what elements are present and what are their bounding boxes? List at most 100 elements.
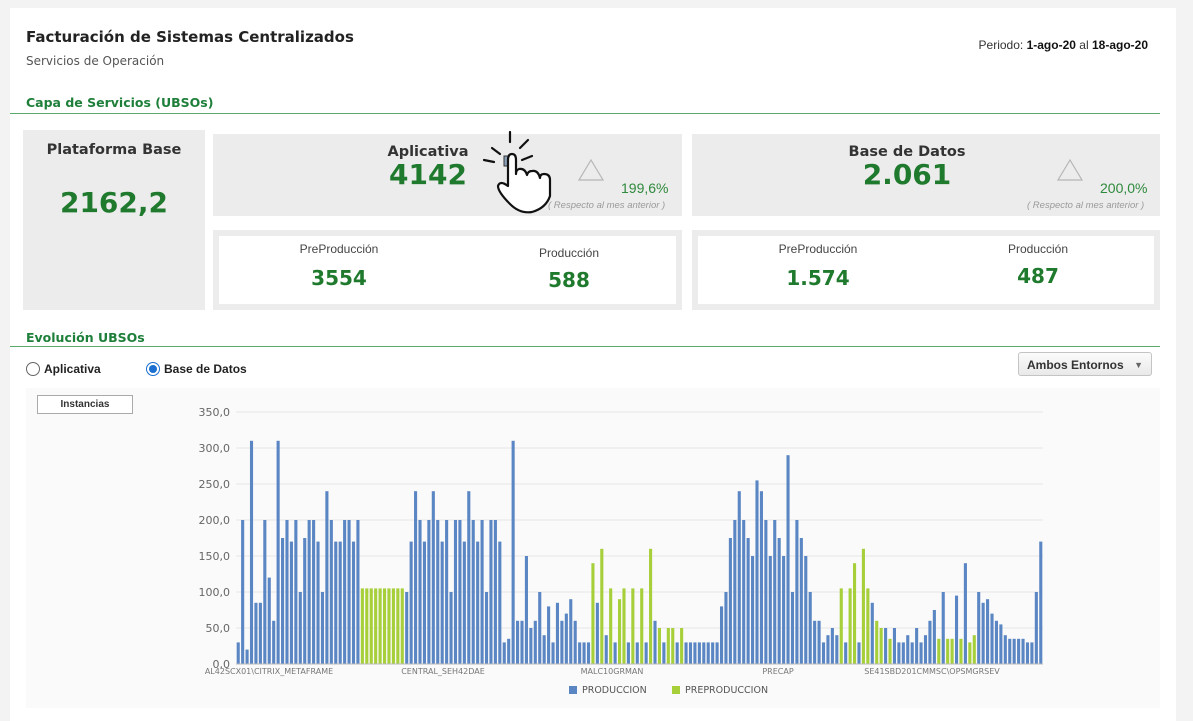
bar-preproduccion[interactable]: [396, 588, 400, 664]
bar-produccion[interactable]: [693, 642, 697, 664]
bar-produccion[interactable]: [1030, 642, 1034, 664]
entornos-dropdown[interactable]: Ambos Entornos ▼: [1018, 352, 1152, 376]
bar-produccion[interactable]: [675, 642, 679, 664]
bar-preproduccion[interactable]: [972, 635, 976, 664]
bar-produccion[interactable]: [870, 602, 874, 664]
bar-produccion[interactable]: [445, 520, 449, 664]
bar-produccion[interactable]: [830, 628, 834, 664]
bar-produccion[interactable]: [799, 538, 803, 664]
bar-produccion[interactable]: [582, 642, 586, 664]
bar-produccion[interactable]: [901, 642, 905, 664]
bar-produccion[interactable]: [347, 520, 351, 664]
bar-preproduccion[interactable]: [968, 642, 972, 664]
bar-produccion[interactable]: [910, 642, 914, 664]
bar-produccion[interactable]: [502, 642, 506, 664]
bar-produccion[interactable]: [999, 624, 1003, 664]
bar-produccion[interactable]: [1025, 642, 1030, 664]
bar-produccion[interactable]: [586, 642, 591, 664]
bar-produccion[interactable]: [524, 556, 528, 664]
bar-produccion[interactable]: [307, 520, 311, 664]
bar-produccion[interactable]: [427, 520, 431, 664]
bar-produccion[interactable]: [294, 520, 298, 664]
radio-circle-selected[interactable]: [146, 361, 160, 376]
bar-produccion[interactable]: [564, 613, 568, 664]
bar-produccion[interactable]: [626, 642, 630, 664]
bar-preproduccion[interactable]: [360, 588, 364, 664]
bar-preproduccion[interactable]: [387, 588, 391, 664]
bar-produccion[interactable]: [719, 606, 724, 664]
bar-produccion[interactable]: [312, 520, 316, 664]
bar-produccion[interactable]: [915, 628, 919, 664]
bar-produccion[interactable]: [489, 520, 493, 664]
bar-produccion[interactable]: [844, 642, 848, 664]
bar-preproduccion[interactable]: [400, 588, 404, 664]
bar-produccion[interactable]: [338, 541, 342, 664]
bar-preproduccion[interactable]: [649, 548, 653, 664]
bar-produccion[interactable]: [560, 620, 564, 664]
bar-produccion[interactable]: [516, 620, 520, 664]
bar-produccion[interactable]: [897, 642, 901, 664]
bar-preproduccion[interactable]: [617, 599, 622, 664]
bar-produccion[interactable]: [808, 592, 812, 664]
bar-produccion[interactable]: [316, 541, 320, 664]
bar-produccion[interactable]: [320, 592, 325, 664]
bar-produccion[interactable]: [804, 556, 808, 664]
radio-circle[interactable]: [26, 361, 40, 376]
bar-produccion[interactable]: [263, 520, 267, 664]
bar-produccion[interactable]: [511, 440, 515, 664]
bar-preproduccion[interactable]: [591, 563, 595, 664]
bar-produccion[interactable]: [884, 628, 888, 664]
bar-produccion[interactable]: [440, 541, 444, 664]
bar-produccion[interactable]: [356, 520, 360, 664]
bar-produccion[interactable]: [932, 610, 936, 664]
bar-preproduccion[interactable]: [879, 628, 883, 664]
bar-produccion[interactable]: [963, 563, 967, 664]
bar-produccion[interactable]: [662, 642, 666, 664]
bar-produccion[interactable]: [711, 642, 715, 664]
bar-produccion[interactable]: [892, 628, 897, 664]
bar-produccion[interactable]: [595, 602, 599, 664]
bar-produccion[interactable]: [542, 635, 546, 664]
bar-produccion[interactable]: [835, 635, 839, 664]
bar-preproduccion[interactable]: [631, 588, 635, 664]
bar-produccion[interactable]: [644, 642, 648, 664]
bar-produccion[interactable]: [276, 440, 280, 664]
bar-produccion[interactable]: [422, 541, 426, 664]
bar-produccion[interactable]: [684, 642, 688, 664]
bar-produccion[interactable]: [1021, 638, 1025, 664]
bar-produccion[interactable]: [981, 602, 985, 664]
bar-preproduccion[interactable]: [937, 638, 941, 664]
bar-produccion[interactable]: [547, 606, 551, 664]
bar-produccion[interactable]: [742, 520, 746, 664]
bar-preproduccion[interactable]: [680, 628, 684, 664]
bar-produccion[interactable]: [298, 592, 302, 664]
bar-produccion[interactable]: [476, 541, 480, 664]
bar-produccion[interactable]: [786, 455, 790, 664]
bar-produccion[interactable]: [635, 642, 639, 664]
bar-produccion[interactable]: [351, 541, 356, 664]
bar-produccion[interactable]: [462, 541, 466, 664]
bar-produccion[interactable]: [436, 520, 440, 664]
bar-produccion[interactable]: [751, 556, 755, 664]
bar-produccion[interactable]: [724, 592, 728, 664]
bar-produccion[interactable]: [480, 520, 484, 664]
bar-produccion[interactable]: [613, 642, 617, 664]
bar-preproduccion[interactable]: [946, 638, 950, 664]
bar-produccion[interactable]: [555, 602, 560, 664]
bar-preproduccion[interactable]: [378, 588, 382, 664]
bar-produccion[interactable]: [533, 620, 537, 664]
bar-produccion[interactable]: [990, 613, 994, 664]
bar-produccion[interactable]: [604, 635, 608, 664]
bar-preproduccion[interactable]: [888, 638, 892, 664]
bar-produccion[interactable]: [1003, 635, 1007, 664]
bar-produccion[interactable]: [857, 642, 861, 664]
bar-produccion[interactable]: [245, 649, 249, 664]
bar-produccion[interactable]: [458, 520, 462, 664]
bd-card[interactable]: Base de Datos 2.061 200,0% ( Respecto al…: [692, 134, 1160, 216]
bar-produccion[interactable]: [254, 602, 258, 664]
bar-produccion[interactable]: [906, 635, 910, 664]
bar-produccion[interactable]: [768, 556, 772, 664]
bar-preproduccion[interactable]: [666, 628, 670, 664]
bar-produccion[interactable]: [258, 602, 262, 664]
bar-produccion[interactable]: [733, 520, 737, 664]
